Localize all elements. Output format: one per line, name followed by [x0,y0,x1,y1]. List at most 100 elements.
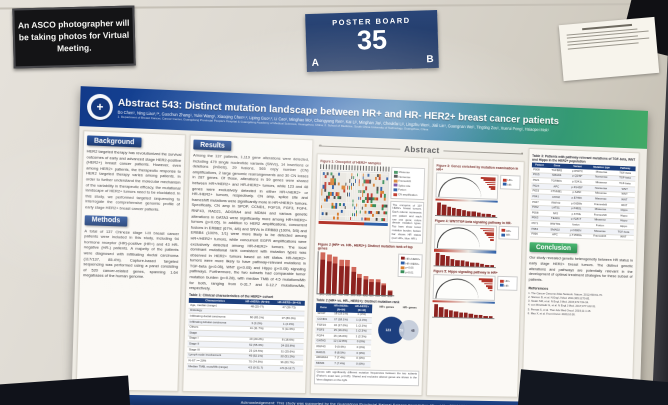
column-table3-conclusion: Table 3: Patients with pathway-relevant … [521,147,640,400]
table2-container: Gene HR+/HER2+ (N=94) HR-/HER2+ (N=43) SPO… [314,303,373,368]
figure4-gene-bars [478,227,495,241]
bar [460,260,465,267]
bar [481,213,486,217]
list-item: ERBB3 [381,296,387,299]
bar [356,273,363,295]
figure4-mini-bars [433,252,497,269]
legend-chip [393,179,398,183]
list-item: SPOP [319,294,325,297]
bar [458,312,464,318]
figure3-enrichment-figure: Figure 3: Genes enriched by mutation exa… [435,164,521,219]
table2-note: Genes with significantly different mutat… [313,368,420,387]
bar [369,278,375,295]
bar [489,265,494,268]
table1-body: Age, median (range) 48 (25-77) 47 (26-73) H… [186,303,305,372]
bar [362,276,369,295]
bar [480,263,485,267]
methods-section-header: Methods [84,214,128,227]
bar [483,315,488,318]
legend-chip [400,270,404,274]
bar [456,209,461,216]
legend-chip [400,265,405,269]
list-item: MDM4 [375,296,380,299]
table-row: Median TMB, muts/Mb (range) 4.5 (0-31.7) 4… [186,363,303,372]
figure3-legend: HR+ HR- [499,174,521,190]
bar [451,207,457,216]
abstract-heading-rule-left [318,145,401,150]
bar [325,254,332,294]
background-section-header: Background [86,135,142,148]
figure1-side-panel: Missense Nonsense Frameshift Splice site Fus… [389,166,426,244]
bar [463,312,468,318]
list-item: FGF3 [338,295,343,298]
bar [443,309,449,317]
bar [448,310,454,317]
poster-board-letter-b: B [426,54,434,66]
bar [440,255,445,266]
figure5-plot-area [432,274,496,319]
bar [436,202,442,215]
venn-left-label: HR+ genes [379,304,395,310]
venn-shared-count: 59 [399,328,404,333]
results-text: Among the 137 patients, 1,119 gene alter… [189,152,310,291]
hbar [490,188,496,191]
hbar [489,289,493,292]
hospital-logo-icon: + [86,93,114,121]
bar [344,259,351,294]
legend-item: p<0.01 [400,270,420,274]
methods-text: A total of 137 Chinese stage I-III breas… [83,227,180,280]
background-text: HER2 targeted therapy has revolutionized… [85,148,182,212]
legend-chip [502,182,507,186]
legend-item: HR- [500,233,517,237]
legend-chip [393,183,397,187]
bar [471,211,476,216]
bar [473,314,478,318]
column-results: Results Among the 137 patients, 1,119 ge… [182,134,314,394]
legend-chip [393,174,398,178]
abstract-columns: Figure 1: Oncoprint of HER2+ samples Mis… [309,153,525,398]
bar [375,278,381,295]
abstract-heading-rule-right [443,149,524,155]
bar [476,212,481,217]
figure1-oncoprint-figure: Missense Nonsense Frameshift Splice site Fus… [318,164,426,244]
figure4-side-panel: HR+ HR- [498,225,520,269]
legend-chip [400,261,405,265]
bar [453,311,459,318]
abstract-figures-group: Abstract Figure 1: Oncoprint of HER2+ sa… [309,140,525,398]
poster-body: Background HER2 targeted therapy has rev… [72,126,647,403]
figure5-mini-bars [432,303,495,319]
bar [450,258,455,267]
venn-diagram: HR+ genes HR- genes 123 59 48 [374,305,422,357]
conclusion-section-header: Conclusion [529,242,578,254]
bar [468,313,473,318]
bar [434,303,439,317]
figure2-side-panel: HR+/HER2+ HR-/HER2+ p<0.05 p<0.01 [397,253,423,299]
column-figure1-figure2-table2: Figure 1: Oncoprint of HER2+ samples Mis… [309,153,430,396]
scientific-poster: + Abstract 543: Distinct mutation landsc… [71,86,649,405]
table2-venn-row: Gene HR+/HER2+ (N=94) HR-/HER2+ (N=43) SPO… [314,303,421,368]
figure3-side-panel: HR+ HR- [499,174,521,219]
table3-pathway-mutations: Patient Gene Variant Mutation type Pathway P… [529,162,636,241]
column-background-methods: Background HER2 targeted therapy has rev… [75,130,186,392]
figure1-oncoprint-area [318,164,390,242]
bar [381,283,387,295]
bar [466,211,471,216]
bar [485,264,490,268]
bar [455,259,460,267]
legend-chip [501,228,505,232]
bar [338,259,344,294]
hospital-logo-emblem: + [90,97,110,117]
legend-chip [393,170,398,174]
conclusion-text: Our study revealed genetic heterogeneity… [528,254,634,282]
bar [319,252,326,294]
list-item: CCND1 [325,294,331,297]
legend-chip [500,233,505,237]
legend-item: HR- [502,182,518,186]
table1-clinical-characteristics: Characteristics HR+/HER2+ (N=94) HR-/HER2+… [186,297,305,372]
figure2-chart-area: SPOP CCND1 FGF19 FGF3 FGF4 GATA3 RNF43 RAD21 ADG… [316,251,396,299]
legend-item: CN amplification [392,192,422,197]
figure4-legend: HR+ HR- [498,225,520,241]
legend-chip [400,257,405,261]
list-item: ADGRA4 [369,295,374,299]
